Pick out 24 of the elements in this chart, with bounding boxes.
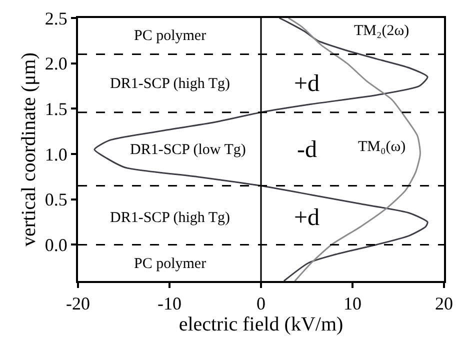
- y-tick-label: 2.0: [44, 54, 68, 74]
- series-label: TM₂(2ω): [354, 23, 410, 39]
- y-axis-title: vertical coordinate (μm): [18, 52, 40, 246]
- annotation: +d: [294, 205, 320, 231]
- y-tick-label: 1.0: [44, 144, 68, 164]
- x-tick-label: 10: [344, 294, 362, 314]
- y-tick-label: 1.5: [44, 98, 68, 119]
- x-tick-label: -20: [66, 294, 90, 314]
- annotation: -d: [297, 137, 317, 163]
- line-series: [288, 18, 421, 281]
- annotation: DR1-SCP (low Tg): [130, 142, 246, 158]
- annotation: DR1-SCP (high Tg): [110, 210, 230, 226]
- x-tick-label: 20: [435, 294, 453, 314]
- y-tick-label: 2.5: [44, 8, 68, 28]
- annotation: PC polymer: [134, 28, 206, 44]
- annotation: PC polymer: [134, 256, 206, 272]
- x-axis-title: electric field (kV/m): [178, 314, 344, 336]
- x-tick-label: -10: [158, 294, 182, 314]
- annotation: +d: [294, 71, 320, 97]
- annotation: DR1-SCP (high Tg): [110, 76, 230, 92]
- x-tick-label: 0: [256, 294, 266, 314]
- series-label: TM₀(ω): [358, 139, 406, 155]
- y-tick-label: 0.0: [44, 235, 68, 256]
- y-tick-label: 0.5: [44, 190, 68, 210]
